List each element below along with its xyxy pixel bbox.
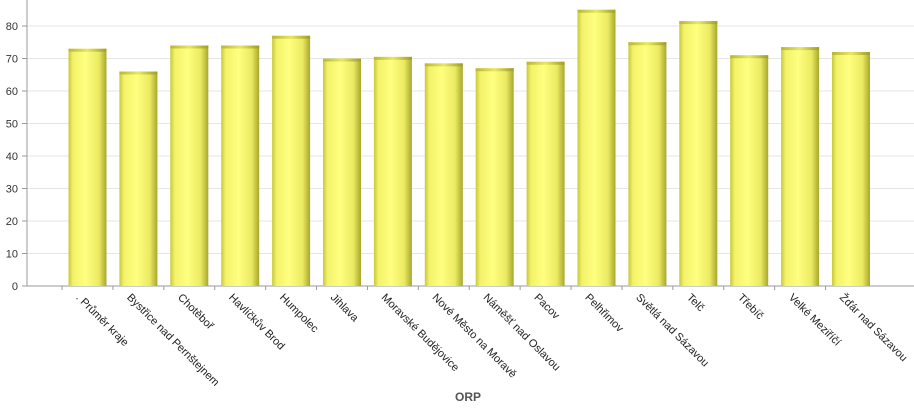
bar-body <box>221 45 260 286</box>
bar <box>272 35 311 286</box>
y-tick-label: 40 <box>6 151 18 163</box>
bar <box>832 52 870 286</box>
bar-body <box>272 35 311 286</box>
grid-lines <box>27 25 914 254</box>
bar-cap <box>221 45 260 49</box>
x-tick-label: Telč <box>684 292 707 315</box>
bar-body <box>119 71 158 286</box>
y-tick-label: 0 <box>12 281 18 293</box>
bar <box>221 45 260 286</box>
bar <box>526 61 565 286</box>
x-tick-label: Žďár nad Sázavou <box>837 291 910 364</box>
x-tick-label: Pacov <box>531 292 561 322</box>
bar-body <box>628 42 667 286</box>
bar-body <box>170 45 209 286</box>
x-tick-label: Třebíč <box>735 292 766 323</box>
bar-cap <box>68 48 107 52</box>
bar-body <box>68 48 107 286</box>
x-tick-label: . Průměr kraje <box>73 292 130 349</box>
bar-cap <box>424 63 463 67</box>
bar-cap <box>526 61 565 65</box>
bar-cap <box>730 55 769 59</box>
bar-body <box>373 56 412 286</box>
bars <box>68 9 870 286</box>
bar-cap <box>119 71 158 75</box>
y-tick-label: 70 <box>6 54 18 66</box>
bar <box>628 42 667 286</box>
bar <box>577 9 616 286</box>
bar-cap <box>475 68 514 72</box>
bar-cap <box>679 21 718 25</box>
bar-body <box>526 61 565 286</box>
bar <box>781 47 820 286</box>
bar-cap <box>373 56 412 60</box>
bar <box>119 71 158 286</box>
y-tick-label: 60 <box>6 86 18 98</box>
y-tick-label: 20 <box>6 216 18 228</box>
bar <box>475 68 514 286</box>
bar-body <box>730 55 769 286</box>
bar-cap <box>577 9 616 13</box>
y-tick-label: 10 <box>6 249 18 261</box>
x-axis-title: ORP <box>455 390 481 404</box>
bar-body <box>781 47 820 286</box>
bar-body <box>679 21 718 286</box>
bar-body <box>323 58 361 286</box>
x-tick-label: Chotěboř <box>175 292 216 333</box>
bar-cap <box>781 47 820 51</box>
y-tick-label: 30 <box>6 184 18 196</box>
bar-body <box>832 52 870 286</box>
x-tick-label: Pelhřimov <box>582 292 625 335</box>
bar-cap <box>832 52 870 55</box>
x-tick-label: Humpolec <box>277 292 321 336</box>
bar-body <box>475 68 514 286</box>
bar-cap <box>323 58 361 62</box>
bar-cap <box>170 45 209 49</box>
x-tick-label: Bystřice nad Pernštejnem <box>124 292 221 389</box>
bar-cap <box>628 42 667 46</box>
bar-body <box>577 9 616 286</box>
y-tick-label: 80 <box>6 21 18 33</box>
x-tick-label: Jihlava <box>328 292 361 325</box>
bar-body <box>424 63 463 286</box>
x-tick-label: Velké Meziříčí <box>786 292 843 349</box>
bar <box>323 58 361 286</box>
x-tick-label: Nové Město na Moravě <box>430 292 519 381</box>
bar <box>68 48 107 286</box>
bar-cap <box>272 35 311 39</box>
y-tick-label: 50 <box>6 119 18 131</box>
bar <box>424 63 463 286</box>
bar <box>373 56 412 286</box>
bar <box>679 21 718 286</box>
bar <box>170 45 209 286</box>
bar <box>730 55 769 286</box>
